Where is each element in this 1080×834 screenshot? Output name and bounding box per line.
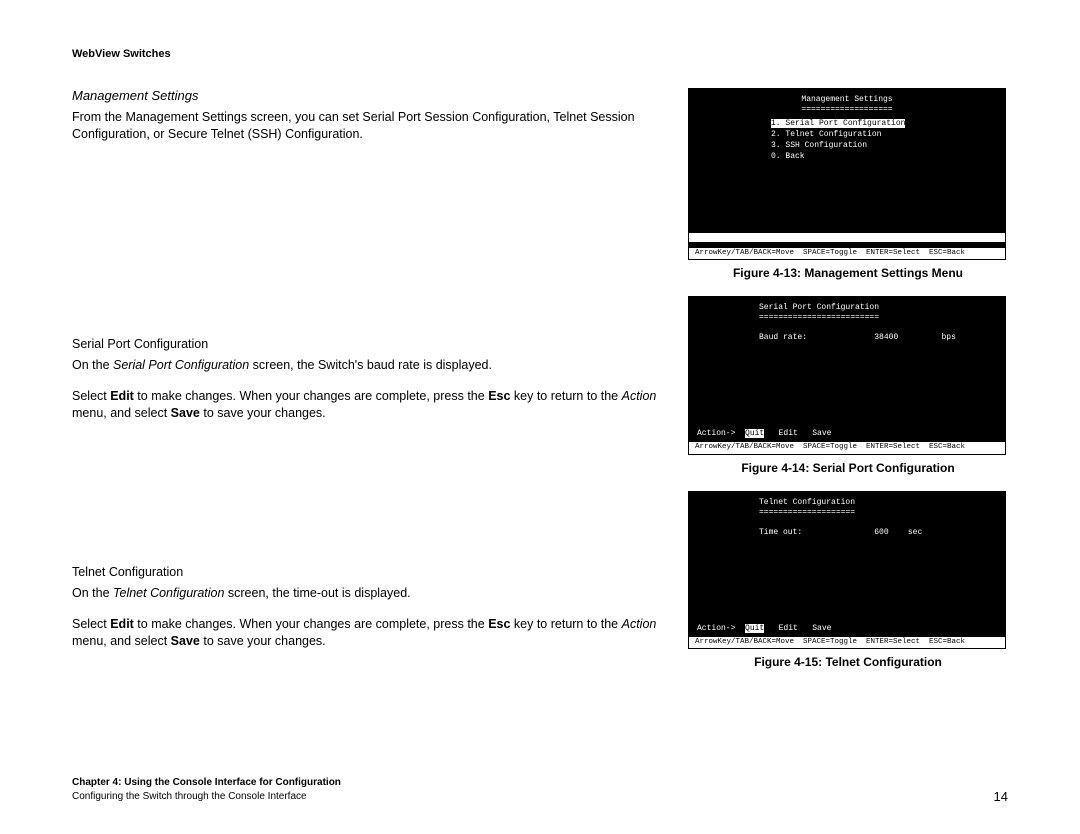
f15-action-row: Action-> Quit Edit Save: [697, 624, 997, 634]
mgmt-settings-intro: From the Management Settings screen, you…: [72, 109, 670, 143]
f13-title: Management Settings: [697, 95, 997, 105]
mgmt-settings-title: Management Settings: [72, 88, 670, 103]
telnet-p1: On the Telnet Configuration screen, the …: [72, 585, 670, 602]
footer-chapter: Chapter 4: Using the Console Interface f…: [72, 776, 341, 790]
f13-caption: Figure 4-13: Management Settings Menu: [688, 266, 1008, 280]
footer-subtitle: Configuring the Switch through the Conso…: [72, 790, 341, 804]
f15-footer: ArrowKey/TAB/BACK=Move SPACE=Toggle ENTE…: [689, 637, 1005, 648]
f15-caption: Figure 4-15: Telnet Configuration: [688, 655, 1008, 669]
f14-title: Serial Port Configuration: [759, 303, 997, 313]
serial-heading: Serial Port Configuration: [72, 337, 670, 351]
main-text-column: Management Settings From the Management …: [72, 88, 670, 685]
telnet-heading: Telnet Configuration: [72, 565, 670, 579]
f14-row: Baud rate: 38400 bps: [759, 333, 997, 343]
page-header: WebView Switches: [72, 48, 1008, 60]
serial-p1: On the Serial Port Configuration screen,…: [72, 357, 670, 374]
page-number: 14: [994, 789, 1008, 804]
page-footer: Chapter 4: Using the Console Interface f…: [72, 776, 1008, 804]
f14-underline: =========================: [759, 313, 997, 323]
f15-underline: ====================: [759, 508, 997, 518]
f13-item-0: 0. Back: [771, 152, 997, 162]
f15-title: Telnet Configuration: [759, 498, 997, 508]
f14-footer: ArrowKey/TAB/BACK=Move SPACE=Toggle ENTE…: [689, 442, 1005, 453]
telnet-p2: Select Edit to make changes. When your c…: [72, 616, 670, 650]
f14-action-row: Action-> Quit Edit Save: [697, 429, 997, 439]
figure-4-15-terminal: Telnet Configuration ===================…: [688, 491, 1006, 649]
f14-caption: Figure 4-14: Serial Port Configuration: [688, 461, 1008, 475]
f13-underline: ===================: [697, 105, 997, 115]
f13-footer: ArrowKey/TAB/BACK=Move SPACE=Toggle ENTE…: [689, 248, 1005, 259]
serial-p2: Select Edit to make changes. When your c…: [72, 388, 670, 422]
f13-item-3: 3. SSH Configuration: [771, 141, 997, 151]
figures-column: Management Settings =================== …: [688, 88, 1008, 685]
figure-4-14-terminal: Serial Port Configuration ==============…: [688, 296, 1006, 454]
f15-row: Time out: 600 sec: [759, 528, 997, 538]
f13-item-2: 2. Telnet Configuration: [771, 130, 997, 140]
f13-item-1: 1. Serial Port Configuration: [771, 119, 905, 128]
figure-4-13-terminal: Management Settings =================== …: [688, 88, 1006, 260]
